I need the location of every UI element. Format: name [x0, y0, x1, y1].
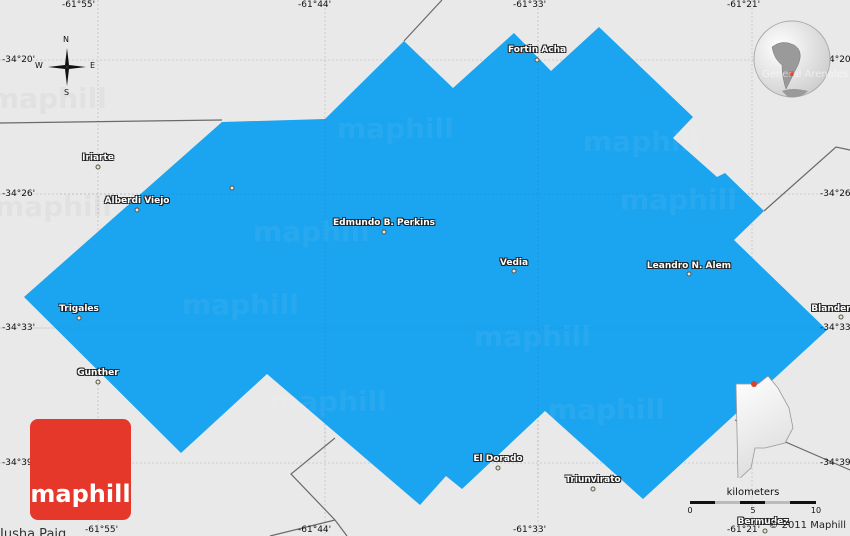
scale-tick: 5 — [750, 506, 756, 515]
latitude-label: -34°26' — [820, 189, 850, 199]
maphill-logo[interactable]: maphill — [30, 419, 131, 520]
place-label: Alberdi Viejo — [104, 196, 170, 206]
compass-rose-icon — [48, 48, 86, 86]
globe-locator-icon — [753, 20, 831, 98]
latitude-label: -34°39' — [2, 458, 36, 468]
longitude-label: -61°44' — [298, 525, 332, 535]
place-label: Trigales — [59, 304, 99, 314]
place-dot — [838, 314, 844, 320]
place-dot — [381, 229, 387, 235]
place-label: Gunther — [77, 368, 119, 378]
place-dot — [95, 164, 101, 170]
longitude-label: -61°55' — [85, 525, 119, 535]
longitude-label: -61°55' — [62, 0, 96, 10]
place-label: Edmundo B. Perkins — [333, 218, 435, 228]
scale-tick: 0 — [687, 506, 693, 515]
place-dot — [95, 379, 101, 385]
place-label: Leandro N. Alem — [646, 261, 732, 271]
latitude-label: -34°33' — [820, 323, 850, 333]
latitude-label: -34°33' — [2, 323, 36, 333]
scale-tick: 10 — [810, 506, 822, 515]
scale-unit: kilometers — [726, 487, 780, 498]
place-dot — [76, 315, 82, 321]
compass-south: S — [64, 88, 70, 97]
place-label: Vedia — [499, 258, 529, 268]
place-label: Iriarte — [82, 153, 114, 163]
latitude-label: -34°20' — [820, 55, 850, 65]
watermark: maphill — [337, 112, 454, 145]
place-dot — [762, 528, 768, 534]
province-inset-icon — [735, 375, 794, 478]
place-dot — [534, 57, 540, 63]
place-label: Fortin Acha — [507, 45, 567, 55]
place-label: El Dorado — [473, 454, 523, 464]
place-dot — [229, 185, 235, 191]
place-label: Triunvirato — [565, 475, 621, 485]
place-label: Blanden — [811, 304, 850, 314]
place-label: Bermudez — [737, 517, 789, 527]
scale-bar-graphic — [690, 501, 816, 504]
watermark: maphill — [270, 385, 387, 418]
copyright: © 2011 Maphill — [768, 520, 846, 531]
longitude-label: -61°33' — [513, 525, 547, 535]
longitude-label: -61°44' — [298, 0, 332, 10]
logo-text: maphill — [30, 480, 131, 508]
latitude-label: -34°26' — [2, 189, 36, 199]
place-dot — [590, 486, 596, 492]
place-dot — [134, 207, 140, 213]
latitude-label: -34°39' — [820, 458, 850, 468]
longitude-label: -61°21' — [727, 525, 761, 535]
place-dot — [495, 465, 501, 471]
watermark: maphill — [253, 215, 370, 248]
region-polygon — [24, 27, 827, 505]
watermark: maphill — [474, 320, 591, 353]
partial-label: Jusha Paig — [0, 527, 67, 536]
place-label: General Arenales — [761, 69, 849, 80]
place-dot — [686, 271, 692, 277]
longitude-label: -61°21' — [727, 0, 761, 10]
compass-west: W — [35, 61, 43, 70]
watermark: maphill — [583, 125, 700, 158]
watermark: maphill — [182, 288, 299, 321]
watermark: maphill — [548, 393, 665, 426]
latitude-label: -34°20' — [2, 55, 36, 65]
compass-east: E — [90, 61, 96, 70]
place-dot — [511, 268, 517, 274]
watermark: maphill — [620, 183, 737, 216]
compass-north: N — [63, 35, 69, 44]
longitude-label: -61°33' — [513, 0, 547, 10]
